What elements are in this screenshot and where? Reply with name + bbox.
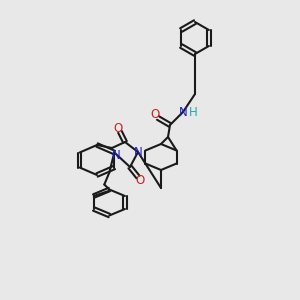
Text: O: O xyxy=(135,173,145,187)
Text: O: O xyxy=(150,109,160,122)
Text: N: N xyxy=(112,149,121,162)
Text: N: N xyxy=(178,106,188,118)
Text: H: H xyxy=(189,106,197,118)
Text: N: N xyxy=(134,146,142,158)
Text: O: O xyxy=(113,122,123,134)
